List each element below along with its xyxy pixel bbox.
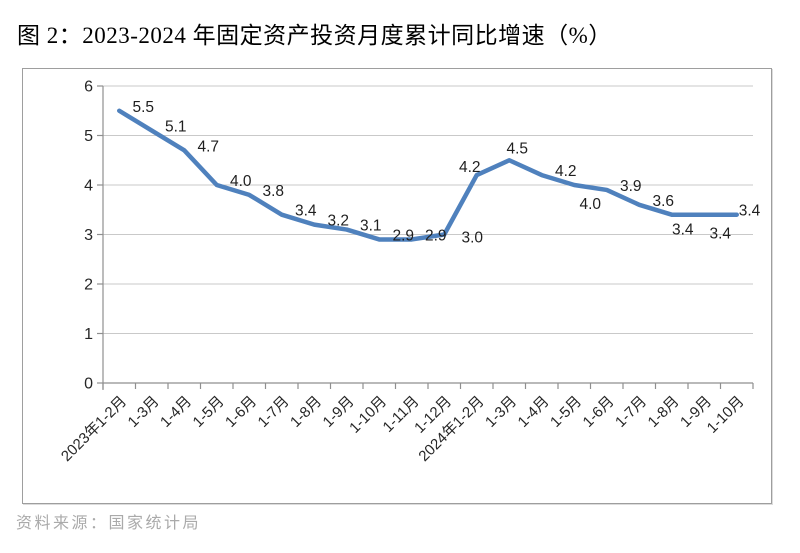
y-tick-label: 5: [84, 128, 93, 145]
data-label: 4.2: [555, 163, 577, 180]
data-label: 4.5: [506, 140, 528, 157]
data-label: 2.9: [392, 227, 414, 244]
x-tick-label: 1-6月: [222, 393, 260, 431]
data-label: 5.5: [132, 99, 154, 116]
x-tick-label: 1-5月: [547, 393, 585, 431]
x-tick-label: 1-10月: [346, 393, 390, 437]
source-note: 资料来源：国家统计局: [16, 515, 202, 532]
data-label: 3.4: [672, 222, 694, 239]
x-tick-label: 1-7月: [255, 393, 293, 431]
x-tick-label: 1-10月: [704, 393, 748, 437]
x-tick-label: 1-3月: [482, 393, 520, 431]
data-label: 4.7: [197, 138, 219, 155]
data-label: 3.8: [262, 183, 284, 200]
data-label: 3.4: [739, 203, 761, 220]
data-label: 3.0: [461, 230, 483, 247]
chart-frame: 0 1 2 3 4 5 6 2023年1-2月 1-3月 1-4月 1-5月 1-6月 1-7月 1-8月…: [22, 68, 772, 504]
y-tick-label: 1: [84, 326, 93, 343]
chart-canvas: 01234562023年1-2月1-3月1-4月1-5月1-6月1-7月1-8月…: [58, 79, 761, 465]
x-tick-label: 1-4月: [515, 393, 553, 431]
data-label: 3.9: [620, 178, 642, 195]
data-label: 4.0: [579, 196, 601, 213]
data-label: 5.1: [165, 119, 187, 136]
data-label: 3.1: [360, 218, 382, 235]
data-line: [117, 108, 739, 242]
data-label: 3.4: [709, 226, 731, 243]
x-tick-label: 2023年1-2月: [58, 393, 130, 465]
data-label: 4.2: [459, 159, 481, 176]
y-tick-label: 6: [84, 79, 93, 96]
x-tick-label: 1-6月: [580, 393, 618, 431]
y-tick-label: 3: [84, 227, 93, 244]
data-label: 2.9: [425, 227, 447, 244]
data-label: 3.6: [652, 193, 674, 210]
y-tick-label: 0: [84, 376, 93, 393]
y-tick-label: 2: [84, 277, 93, 294]
figure-title: 图 2：2023-2024 年固定资产投资月度累计同比增速（%）: [17, 23, 612, 48]
x-tick-label: 1-7月: [612, 393, 650, 431]
x-tick-label: 1-3月: [125, 393, 163, 431]
x-tick-label: 1-8月: [287, 393, 325, 431]
x-tick-label: 1-5月: [190, 393, 228, 431]
x-tick-label: 1-8月: [645, 393, 683, 431]
y-tick-label: 4: [84, 178, 93, 195]
data-label: 3.2: [327, 213, 349, 230]
data-label: 3.4: [295, 203, 317, 220]
data-label: 4.0: [230, 173, 252, 190]
x-tick-label: 1-4月: [157, 393, 195, 431]
